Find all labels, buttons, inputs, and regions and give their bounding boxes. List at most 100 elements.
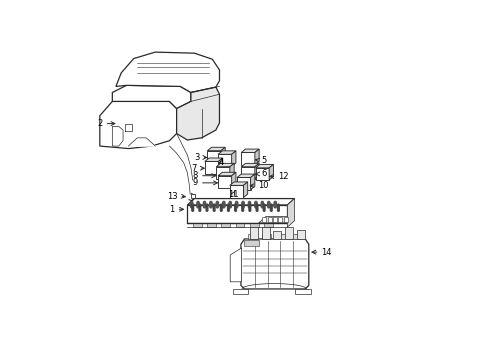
Circle shape [216, 206, 218, 208]
Circle shape [205, 204, 207, 206]
Text: 4: 4 [218, 158, 224, 167]
Polygon shape [207, 147, 225, 151]
Circle shape [270, 210, 272, 211]
Polygon shape [262, 217, 266, 222]
Polygon shape [255, 168, 268, 180]
Circle shape [248, 206, 250, 208]
Circle shape [242, 204, 243, 206]
Circle shape [234, 206, 236, 208]
Circle shape [203, 206, 205, 208]
Circle shape [229, 203, 231, 204]
Circle shape [229, 202, 231, 203]
Polygon shape [254, 163, 259, 179]
Polygon shape [218, 154, 231, 166]
Circle shape [222, 203, 224, 204]
Circle shape [199, 204, 201, 206]
Polygon shape [258, 216, 294, 223]
Polygon shape [278, 217, 282, 222]
Circle shape [261, 204, 263, 207]
Polygon shape [218, 172, 235, 176]
Polygon shape [237, 174, 254, 177]
Circle shape [227, 206, 229, 208]
Polygon shape [235, 223, 244, 227]
Circle shape [242, 202, 244, 203]
Circle shape [263, 208, 264, 210]
Polygon shape [241, 167, 254, 179]
Polygon shape [229, 163, 234, 179]
Polygon shape [247, 234, 257, 239]
Text: 2: 2 [97, 119, 102, 128]
Circle shape [227, 204, 229, 206]
Circle shape [242, 208, 243, 210]
Circle shape [256, 208, 257, 210]
Circle shape [220, 204, 222, 206]
Circle shape [277, 206, 279, 208]
Circle shape [220, 208, 222, 210]
Circle shape [209, 203, 212, 204]
Circle shape [213, 208, 215, 210]
Circle shape [256, 210, 257, 211]
Polygon shape [243, 182, 247, 198]
Circle shape [267, 202, 269, 203]
Circle shape [234, 210, 236, 211]
Circle shape [197, 206, 199, 208]
Polygon shape [187, 205, 287, 223]
Polygon shape [272, 231, 281, 239]
Text: 6: 6 [261, 170, 266, 179]
Circle shape [267, 204, 269, 207]
Circle shape [213, 204, 215, 206]
Circle shape [277, 210, 279, 211]
Circle shape [191, 206, 193, 208]
Circle shape [235, 203, 237, 206]
Text: 9: 9 [192, 178, 198, 187]
Text: 11: 11 [227, 190, 238, 199]
Circle shape [256, 204, 257, 206]
Circle shape [274, 203, 276, 206]
Polygon shape [294, 289, 310, 294]
Polygon shape [204, 158, 222, 161]
Polygon shape [249, 227, 257, 239]
Circle shape [235, 206, 237, 208]
Circle shape [254, 203, 257, 204]
Circle shape [234, 204, 236, 206]
Circle shape [274, 202, 276, 203]
Circle shape [229, 206, 231, 208]
Polygon shape [241, 149, 259, 153]
Circle shape [242, 210, 243, 211]
Circle shape [263, 210, 264, 211]
Circle shape [190, 202, 192, 203]
Circle shape [203, 202, 205, 203]
Circle shape [205, 208, 207, 210]
Polygon shape [267, 217, 271, 222]
Polygon shape [204, 161, 218, 174]
Polygon shape [128, 138, 155, 146]
Polygon shape [216, 167, 229, 179]
Polygon shape [221, 223, 230, 227]
Polygon shape [116, 52, 219, 93]
Circle shape [267, 203, 269, 204]
Circle shape [254, 204, 257, 207]
Circle shape [191, 204, 193, 206]
Polygon shape [221, 147, 225, 163]
Circle shape [205, 210, 207, 211]
Polygon shape [112, 85, 190, 109]
Circle shape [270, 204, 272, 206]
Circle shape [209, 202, 212, 203]
Polygon shape [290, 234, 299, 239]
Polygon shape [255, 165, 273, 168]
Circle shape [197, 203, 199, 206]
Circle shape [190, 204, 192, 207]
Circle shape [209, 204, 212, 207]
Circle shape [274, 204, 276, 207]
Polygon shape [187, 199, 294, 205]
Polygon shape [176, 87, 219, 140]
Circle shape [277, 208, 279, 210]
Polygon shape [229, 182, 247, 185]
Circle shape [205, 206, 207, 208]
Circle shape [263, 206, 264, 208]
Text: 12: 12 [277, 172, 287, 181]
Circle shape [242, 204, 244, 207]
Circle shape [191, 208, 193, 210]
Polygon shape [244, 240, 258, 246]
Circle shape [222, 204, 224, 207]
